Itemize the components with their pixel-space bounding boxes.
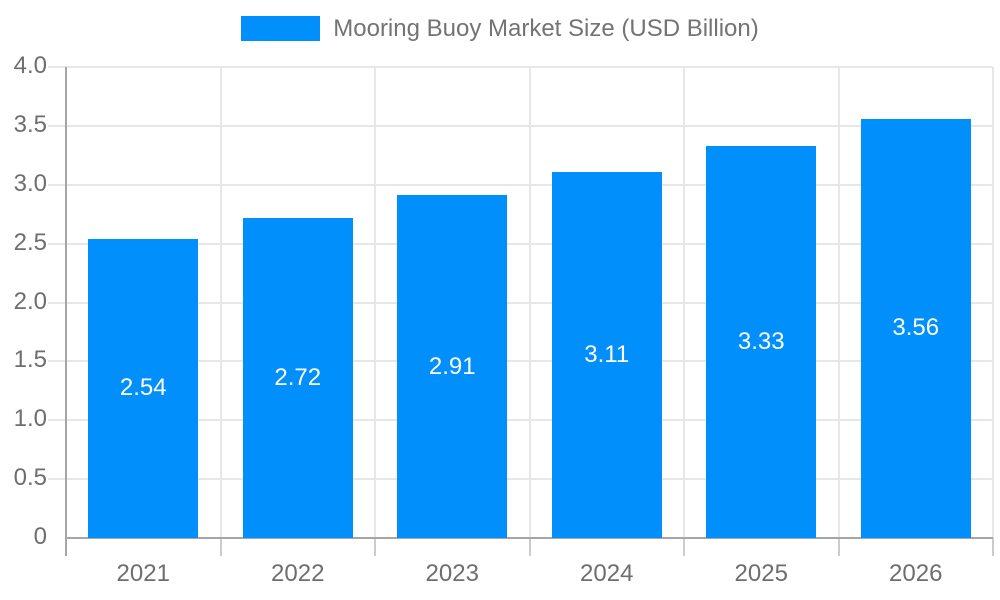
y-tick (48, 301, 66, 304)
y-axis-label: 0.5 (13, 464, 47, 492)
y-axis-label: 2.0 (13, 287, 47, 315)
y-axis-label: 3.5 (13, 110, 47, 138)
y-axis-label: 3.0 (13, 169, 47, 197)
y-axis-label: 0 (33, 522, 47, 550)
y-axis-label: 1.0 (13, 405, 47, 433)
legend-swatch (241, 16, 321, 41)
x-tick (374, 538, 376, 556)
bar-value-label: 2.54 (119, 374, 167, 402)
y-axis-label: 4.0 (13, 51, 47, 79)
y-tick (48, 419, 66, 422)
y-tick (48, 242, 66, 245)
x-gridline (683, 67, 685, 538)
bar-2022[interactable]: 2.72 (242, 217, 353, 538)
x-axis-label-2024: 2024 (580, 560, 634, 587)
x-axis-label-2023: 2023 (425, 560, 479, 587)
bar-value-label: 3.11 (584, 340, 630, 368)
legend[interactable]: Mooring Buoy Market Size (USD Billion) (0, 16, 1000, 41)
x-axis-label-2026: 2026 (889, 560, 943, 587)
x-tick (528, 538, 531, 556)
x-gridline (528, 67, 531, 538)
y-axis-line (65, 67, 67, 556)
legend-label: Mooring Buoy Market Size (USD Billion) (333, 15, 759, 42)
x-gridline (219, 67, 222, 538)
y-tick (48, 360, 66, 363)
bar-value-label: 2.91 (428, 352, 476, 380)
x-axis-label-2021: 2021 (116, 560, 170, 587)
x-gridline (837, 67, 840, 538)
bar-value-label: 3.56 (892, 314, 940, 342)
y-tick (48, 66, 66, 68)
bar-2024[interactable]: 3.11 (551, 171, 662, 538)
y-tick (48, 183, 66, 186)
x-tick (837, 538, 840, 556)
bar-value-label: 2.72 (274, 363, 322, 391)
x-gridline (374, 67, 376, 538)
x-tick (992, 538, 994, 556)
bar-2025[interactable]: 3.33 (706, 145, 817, 538)
bar-2026[interactable]: 3.56 (860, 118, 971, 538)
bar-2023[interactable]: 2.91 (397, 195, 508, 538)
y-axis-label: 1.5 (13, 346, 47, 374)
y-tick (48, 124, 66, 127)
x-tick (219, 538, 222, 556)
bar-value-label: 3.33 (737, 327, 785, 355)
y-tick (48, 478, 66, 481)
x-axis-line (66, 537, 993, 539)
bar-2021[interactable]: 2.54 (88, 238, 199, 538)
x-tick (683, 538, 685, 556)
x-axis-label-2022: 2022 (271, 560, 325, 587)
y-axis-label: 2.5 (13, 228, 47, 256)
x-axis-label-2025: 2025 (734, 560, 788, 587)
x-gridline (992, 67, 994, 538)
